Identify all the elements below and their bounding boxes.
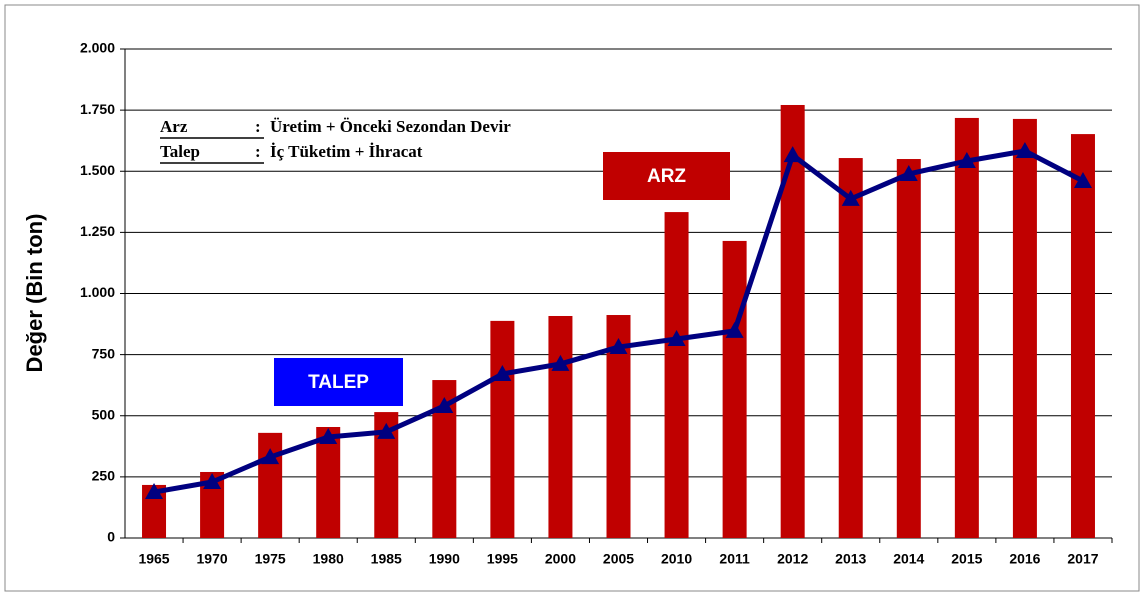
marker [725, 321, 744, 338]
marker [841, 189, 860, 206]
marker [145, 483, 164, 500]
y-tick-label: 0 [107, 529, 115, 545]
marker [899, 164, 918, 181]
series-label-box [603, 152, 730, 200]
x-tick-label: 2017 [1067, 551, 1098, 567]
marker [493, 364, 512, 381]
marker [551, 354, 570, 371]
x-tick-label: 1990 [429, 551, 460, 567]
series-label: ARZ [647, 166, 686, 187]
note-text: İç Tüketim + İhracat [270, 142, 423, 161]
x-tick-label: 2013 [835, 551, 866, 567]
marker [203, 473, 222, 490]
x-tick-label: 2016 [1009, 551, 1040, 567]
y-tick-label: 250 [92, 468, 116, 484]
x-tick-label: 2000 [545, 551, 576, 567]
marker [667, 329, 686, 346]
y-tick-label: 1.500 [80, 162, 115, 178]
x-tick-label: 1995 [487, 551, 518, 567]
marker [377, 422, 396, 439]
y-tick-label: 2.000 [80, 40, 115, 56]
x-tick-label: 1965 [138, 551, 169, 567]
bar [722, 240, 747, 538]
series-label: TALEP [308, 372, 369, 393]
marker [783, 146, 802, 163]
note-key: Arz [160, 117, 188, 136]
bar [1012, 118, 1037, 538]
note-colon: : [255, 142, 261, 161]
marker [261, 448, 280, 465]
y-tick-label: 750 [92, 345, 116, 361]
x-tick-label: 2015 [951, 551, 982, 567]
x-tick-label: 1985 [371, 551, 402, 567]
x-tick-label: 2012 [777, 551, 808, 567]
bar [1070, 134, 1095, 538]
y-tick-label: 500 [92, 406, 116, 422]
bar [316, 426, 341, 538]
y-tick-label: 1.750 [80, 101, 115, 117]
marker [957, 151, 976, 168]
bar [838, 158, 863, 538]
bar [896, 159, 921, 538]
x-tick-label: 2010 [661, 551, 692, 567]
x-tick-label: 2011 [719, 551, 750, 567]
marker [1073, 172, 1092, 189]
note-key: Talep [160, 142, 200, 161]
marker [1015, 141, 1034, 158]
bar [548, 315, 573, 538]
x-tick-label: 1975 [255, 551, 286, 567]
bar [490, 320, 515, 538]
bar [664, 212, 689, 539]
y-tick-label: 1.000 [80, 284, 115, 300]
y-axis-label: Değer (Bin ton) [22, 214, 47, 373]
note-colon: : [255, 117, 261, 136]
bar [954, 117, 979, 538]
note-text: Üretim + Önceki Sezondan Devir [270, 117, 511, 136]
x-tick-label: 1970 [197, 551, 228, 567]
x-tick-label: 2005 [603, 551, 634, 567]
y-tick-label: 1.250 [80, 223, 115, 239]
marker [435, 396, 454, 413]
bar [780, 104, 805, 538]
series-label-box [274, 358, 403, 406]
x-tick-label: 1980 [313, 551, 344, 567]
marker [319, 428, 338, 445]
x-tick-label: 2014 [893, 551, 924, 567]
marker [609, 338, 628, 355]
